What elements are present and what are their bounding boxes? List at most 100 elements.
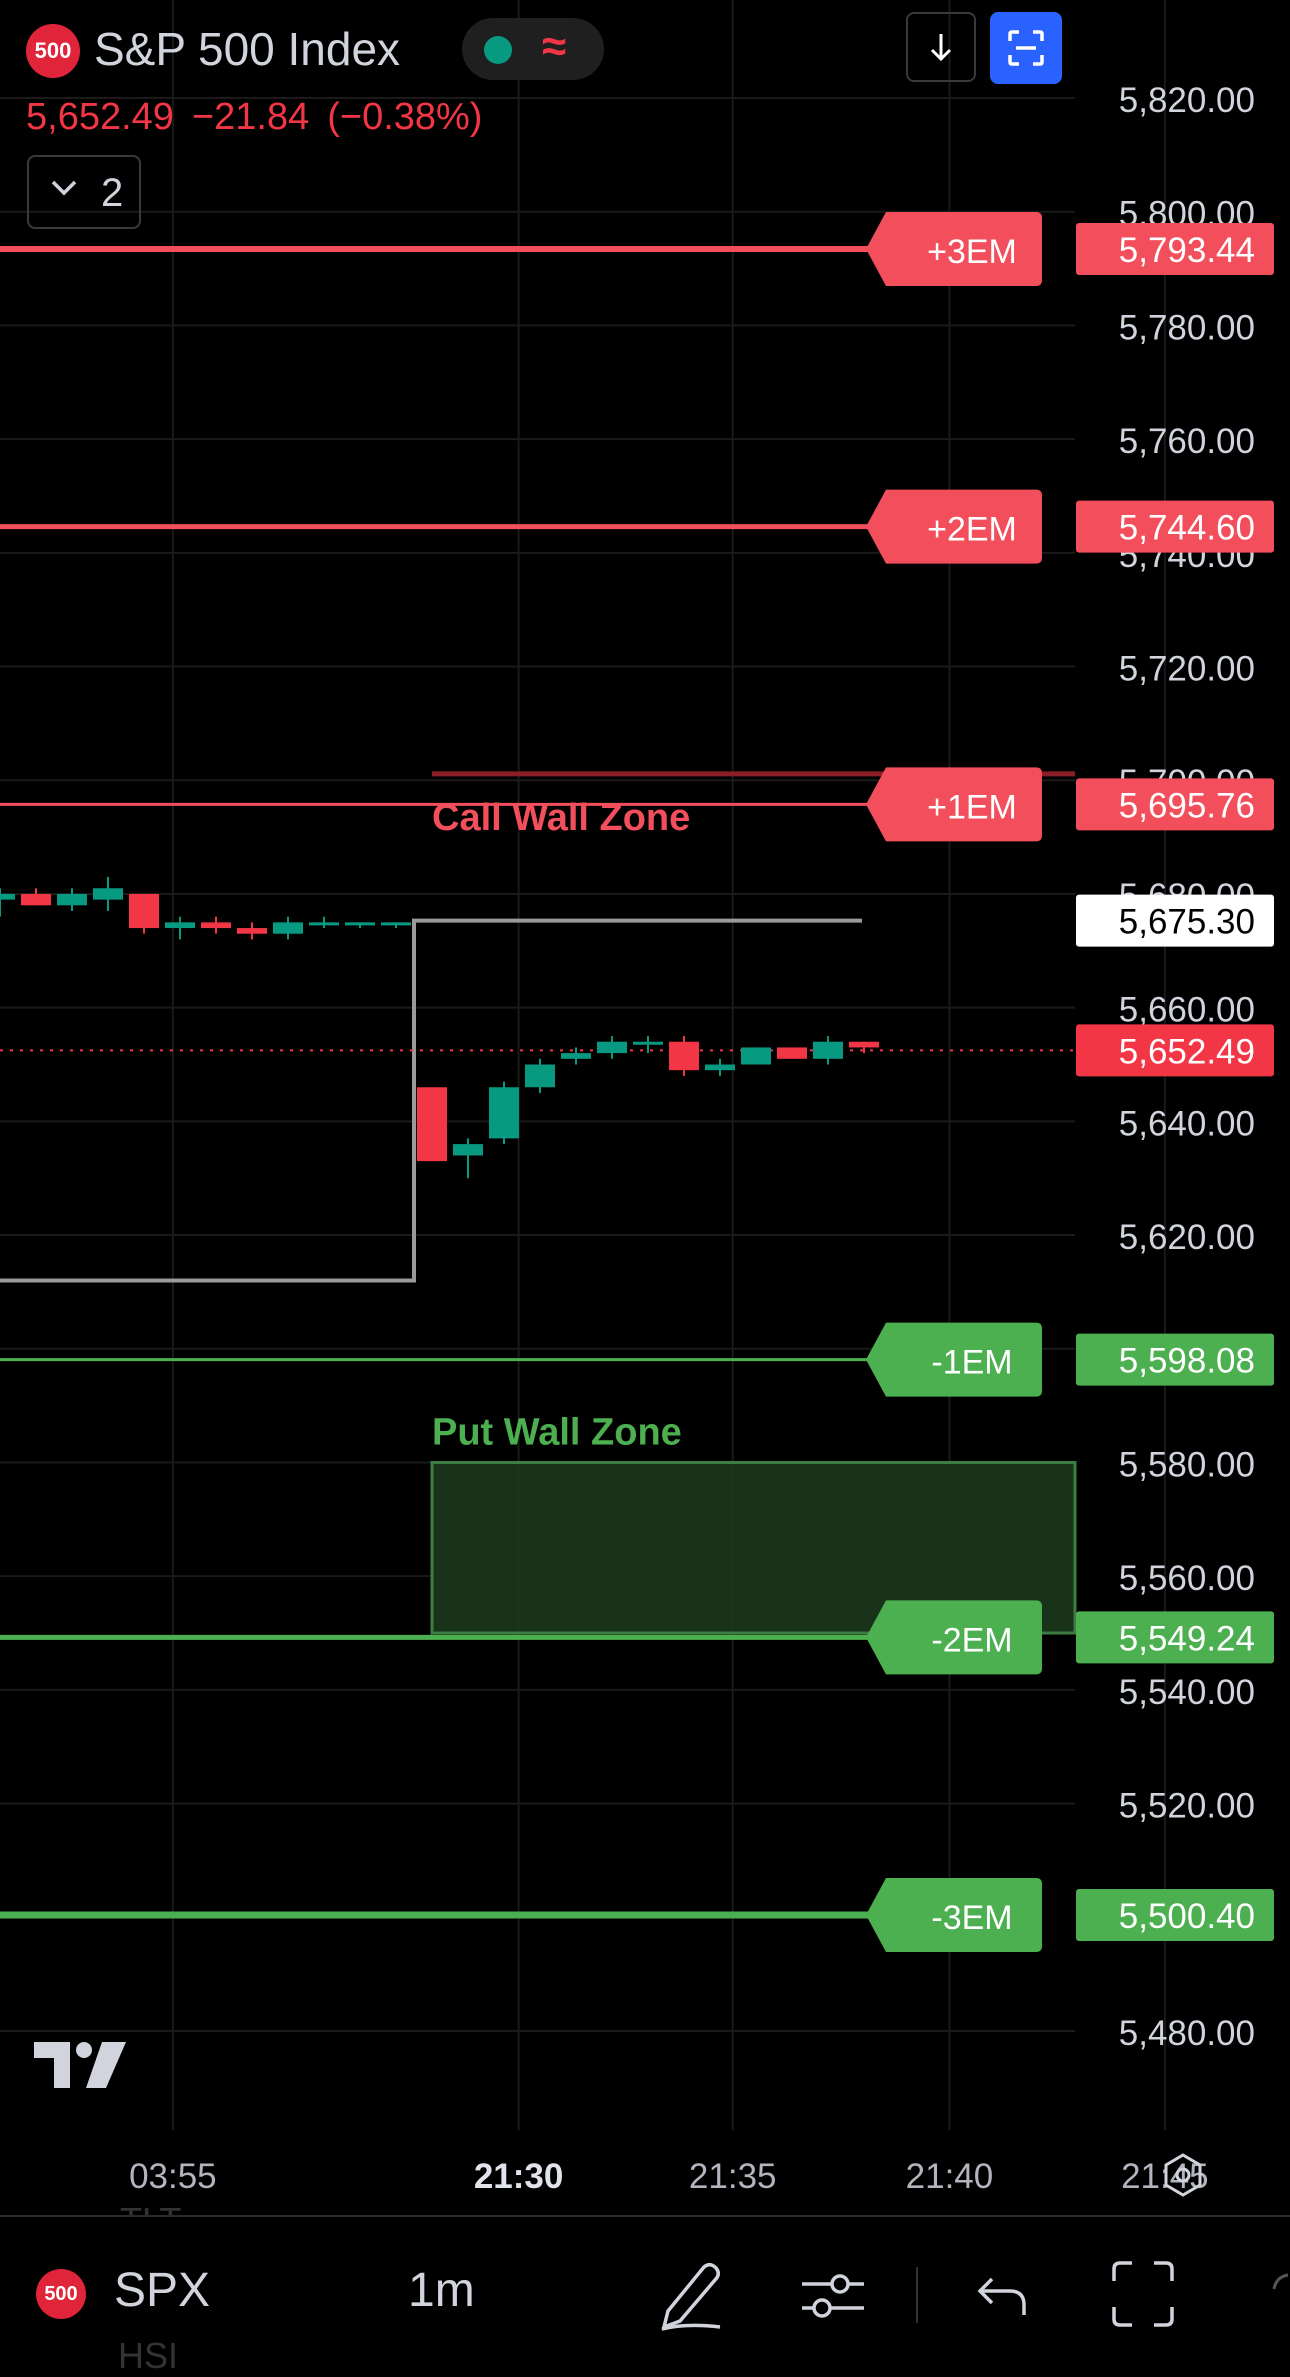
candle [345, 922, 375, 926]
indicators-collapse-button[interactable]: 2 [27, 155, 141, 229]
candle [237, 928, 267, 934]
prior-range-box [0, 918, 862, 1283]
candle [741, 1047, 771, 1065]
level-tag[interactable] [866, 489, 1042, 564]
chevron-down-icon [47, 171, 81, 214]
last-price: 5,652.49 [26, 96, 174, 138]
candle [273, 922, 303, 934]
x-axis-tick-label: 21:30 [474, 2157, 564, 2196]
y-axis-tick-label: 5,560.00 [1119, 1559, 1255, 1598]
level-price-badge [1076, 500, 1274, 553]
y-axis-tick-label: 5,580.00 [1119, 1445, 1255, 1484]
level-price-badge [1076, 1889, 1274, 1942]
price-change: −21.84 [191, 96, 310, 138]
last-price-badge-text: 5,652.49 [1119, 1032, 1255, 1071]
y-axis-tick-label: 5,480.00 [1119, 2014, 1255, 2053]
crosshair-price-badge-text: 5,675.30 [1119, 903, 1255, 942]
candle [381, 922, 411, 926]
candle [633, 1041, 663, 1045]
indicator-count: 2 [101, 171, 124, 215]
level-price-badge [1076, 778, 1274, 831]
candle [417, 1087, 447, 1162]
y-axis-tick-label: 5,640.00 [1119, 1104, 1255, 1143]
level-tag[interactable] [866, 1878, 1042, 1953]
symbol-logo[interactable]: 500 [26, 24, 80, 78]
candle [93, 888, 123, 900]
toolbar-divider [916, 2267, 918, 2323]
candle [813, 1041, 843, 1059]
bottom-toolbar: 500 SPX 1m [0, 2215, 1290, 2372]
candle [0, 893, 15, 900]
level-tag[interactable] [866, 212, 1042, 287]
level-tag[interactable] [866, 767, 1042, 842]
y-axis-tick-label: 5,820.00 [1119, 81, 1255, 120]
arrow-down-icon [930, 34, 952, 62]
chart-header: 500 S&P 500 Index ≈ 5,652.49 −21.84 (−0.38… [0, 0, 1075, 230]
pencil-icon[interactable] [656, 2257, 726, 2338]
fullscreen-toggle-button[interactable] [990, 12, 1062, 84]
level-tag[interactable] [866, 1322, 1042, 1397]
level-tag-label: -2EM [931, 1621, 1012, 1659]
level-price-badge-text: 5,695.76 [1119, 786, 1255, 825]
x-axis-tick-label: 21:40 [906, 2157, 994, 2196]
price-change-pct: (−0.38%) [327, 96, 483, 138]
y-axis-tick-label: 5,720.00 [1119, 650, 1255, 689]
level-tag-label: +3EM [927, 233, 1017, 271]
candle [21, 893, 51, 906]
level-tag-label: +2EM [927, 511, 1017, 549]
level-price-badge-text: 5,598.08 [1119, 1342, 1255, 1381]
y-axis-tick-label: 5,660.00 [1119, 991, 1255, 1030]
candle [57, 893, 87, 906]
price-quote: 5,652.49 −21.84 (−0.38%) [26, 96, 500, 139]
level-price-badge [1076, 1611, 1274, 1664]
chart-settings-icon[interactable] [1158, 2150, 1208, 2205]
fullscreen-icon[interactable] [1108, 2257, 1178, 2338]
candle [165, 922, 195, 929]
level-price-badge [1076, 1333, 1274, 1386]
y-axis-tick-label: 5,540.00 [1119, 1673, 1255, 1712]
level-tag[interactable] [866, 1600, 1042, 1675]
x-axis-tick-label: 21:35 [689, 2157, 777, 2196]
level-tag-label: +1EM [927, 788, 1017, 826]
scroll-to-realtime-button[interactable] [906, 12, 976, 82]
symbol-search-button[interactable]: SPX [114, 2264, 211, 2317]
interval-button[interactable]: 1m [408, 2264, 475, 2317]
y-axis-tick-label: 5,780.00 [1119, 308, 1255, 347]
candle [777, 1047, 807, 1059]
undo-icon[interactable] [966, 2257, 1036, 2338]
symbol-name[interactable]: S&P 500 Index [94, 23, 401, 75]
frame-icon [1008, 30, 1044, 66]
level-price-badge-text: 5,793.44 [1119, 231, 1255, 270]
crosshair-price-badge [1076, 894, 1274, 947]
level-price-badge-text: 5,549.24 [1119, 1619, 1255, 1658]
candle [129, 893, 159, 929]
candle [849, 1041, 879, 1048]
candle [525, 1064, 555, 1088]
candle [489, 1087, 519, 1139]
indicator-toggle[interactable]: ≈ [462, 18, 604, 80]
candle [597, 1041, 627, 1054]
last-price-badge [1076, 1024, 1274, 1077]
tradingview-logo [34, 2040, 128, 2095]
candle [201, 922, 231, 929]
candle [453, 1144, 483, 1156]
wave-icon: ≈ [542, 22, 567, 71]
status-dot-icon [484, 36, 512, 64]
level-price-badge-text: 5,500.40 [1119, 1897, 1255, 1936]
level-price-badge [1076, 223, 1274, 276]
candle [309, 922, 339, 926]
y-axis-tick-label: 5,760.00 [1119, 422, 1255, 461]
x-axis-tick-label: 03:55 [129, 2157, 217, 2196]
put-wall-zone-label: Put Wall Zone [432, 1411, 682, 1453]
more-icon-partial[interactable] [1266, 2267, 1290, 2322]
level-tag-label: -1EM [931, 1344, 1012, 1382]
y-axis-tick-label: 5,520.00 [1119, 1787, 1255, 1826]
y-axis-tick-label: 5,620.00 [1119, 1218, 1255, 1257]
symbol-logo-small[interactable]: 500 [36, 2269, 86, 2319]
candle [705, 1064, 735, 1071]
candle [669, 1041, 699, 1071]
indicator-settings-icon[interactable] [798, 2257, 868, 2338]
level-tag-label: -3EM [931, 1899, 1012, 1937]
level-price-badge-text: 5,744.60 [1119, 509, 1255, 548]
